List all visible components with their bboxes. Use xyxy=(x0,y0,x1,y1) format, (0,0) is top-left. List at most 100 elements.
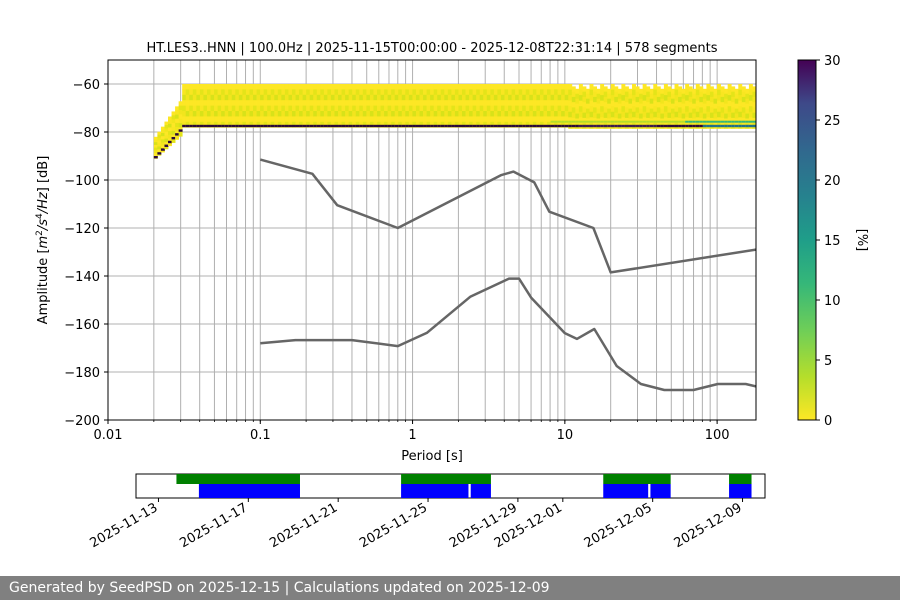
heatmap-cell xyxy=(348,100,353,106)
heatmap-cell xyxy=(238,84,243,90)
heatmap-cell xyxy=(681,88,686,95)
heatmap-cell xyxy=(518,100,523,106)
heatmap-cell xyxy=(508,105,512,112)
heatmap-cell xyxy=(295,100,300,106)
heatmap-mode-cell xyxy=(741,124,746,128)
heatmap-cell xyxy=(401,121,406,128)
heatmap-cell xyxy=(600,95,605,102)
heatmap-cell xyxy=(483,100,488,106)
heatmap-mode-cell xyxy=(391,124,396,128)
heatmap-cell xyxy=(224,121,229,128)
heatmap-mode-cell xyxy=(539,124,544,128)
heatmap-cell xyxy=(656,91,661,98)
heatmap-cell xyxy=(557,100,562,106)
heatmap-cell xyxy=(663,84,668,90)
heatmap-cell xyxy=(405,89,410,96)
heatmap-cell xyxy=(391,116,396,123)
heatmap-cell xyxy=(309,100,314,106)
heatmap-cell xyxy=(624,91,629,98)
heatmap-cell xyxy=(224,116,229,123)
heatmap-cell xyxy=(632,100,636,107)
heatmap-cell xyxy=(518,89,523,96)
heatmap-cell xyxy=(518,105,523,112)
heatmap-cell xyxy=(522,89,527,96)
heatmap-cell xyxy=(454,89,459,96)
heatmap-cell xyxy=(596,120,601,123)
heatmap-cell xyxy=(518,111,523,117)
heatmap-cell xyxy=(313,84,318,90)
heatmap-cell xyxy=(376,111,381,117)
heatmap-cell xyxy=(348,111,353,117)
heatmap-cell xyxy=(362,94,367,101)
heatmap-cell xyxy=(472,89,477,96)
heatmap-cell xyxy=(228,105,233,112)
heatmap-cell xyxy=(447,105,452,112)
heatmap-cell xyxy=(369,105,374,112)
heatmap-cell xyxy=(522,116,527,123)
heatmap-mode-cell xyxy=(164,144,169,147)
heatmap-cell xyxy=(458,111,463,117)
heatmap-cell xyxy=(171,126,176,132)
timeline-used-bar xyxy=(603,474,671,484)
heatmap-cell xyxy=(408,116,413,123)
heatmap-cell xyxy=(536,89,541,96)
heatmap-cell xyxy=(681,103,686,109)
heatmap-cell xyxy=(168,131,172,136)
heatmap-cell xyxy=(522,84,527,90)
heatmap-cell xyxy=(398,111,403,117)
heatmap-mode-cell xyxy=(681,124,686,128)
heatmap-cell xyxy=(362,89,367,96)
heatmap-cell xyxy=(245,121,250,128)
heatmap-cell xyxy=(277,105,282,112)
heatmap-cell xyxy=(610,117,615,124)
heatmap-mode-cell xyxy=(433,124,438,128)
heatmap-cell xyxy=(752,96,756,103)
heatmap-cell xyxy=(564,120,569,123)
heatmap-cell xyxy=(355,105,360,112)
heatmap-cell xyxy=(596,93,601,100)
heatmap-cell xyxy=(709,112,714,119)
heatmap-cell xyxy=(508,116,512,123)
heatmap-cell xyxy=(515,84,520,90)
heatmap-cell xyxy=(430,121,435,128)
heatmap-cell xyxy=(504,100,509,106)
heatmap-cell xyxy=(607,93,612,100)
heatmap-mode-cell xyxy=(529,124,534,128)
heatmap-cell xyxy=(674,100,679,107)
heatmap-cell xyxy=(699,96,704,103)
heatmap-cell xyxy=(380,116,385,123)
heatmap-cell xyxy=(263,89,268,96)
heatmap-cell xyxy=(299,89,304,96)
heatmap-mode-cell xyxy=(600,124,605,128)
heatmap-mode-cell xyxy=(231,124,236,128)
heatmap-cell xyxy=(724,120,729,123)
heatmap-cell xyxy=(561,120,566,123)
heatmap-cell xyxy=(394,116,399,123)
heatmap-cell xyxy=(203,89,208,96)
heatmap-cell xyxy=(596,103,601,109)
heatmap-cell xyxy=(323,121,328,128)
heatmap-cell xyxy=(327,116,332,123)
heatmap-cell xyxy=(525,100,530,106)
heatmap-cell xyxy=(352,94,357,101)
heatmap-cell xyxy=(476,84,481,90)
heatmap-mode-cell xyxy=(185,124,190,128)
heatmap-cell xyxy=(727,84,732,90)
heatmap-cell xyxy=(323,89,328,96)
heatmap-cell xyxy=(430,105,435,112)
heatmap-cell xyxy=(653,84,658,90)
heatmap-cell xyxy=(398,94,403,101)
heatmap-cell xyxy=(706,106,711,113)
heatmap-cell xyxy=(157,140,162,144)
heatmap-cell xyxy=(593,120,598,123)
heatmap-cell xyxy=(571,91,576,98)
heatmap-cell xyxy=(720,112,725,119)
heatmap-cell xyxy=(578,120,583,123)
heatmap-cell xyxy=(447,84,452,90)
heatmap-cell xyxy=(419,116,424,123)
heatmap-mode-cell xyxy=(373,124,378,128)
heatmap-cell xyxy=(610,95,615,102)
heatmap-cell xyxy=(323,100,328,106)
heatmap-cell xyxy=(561,105,566,112)
